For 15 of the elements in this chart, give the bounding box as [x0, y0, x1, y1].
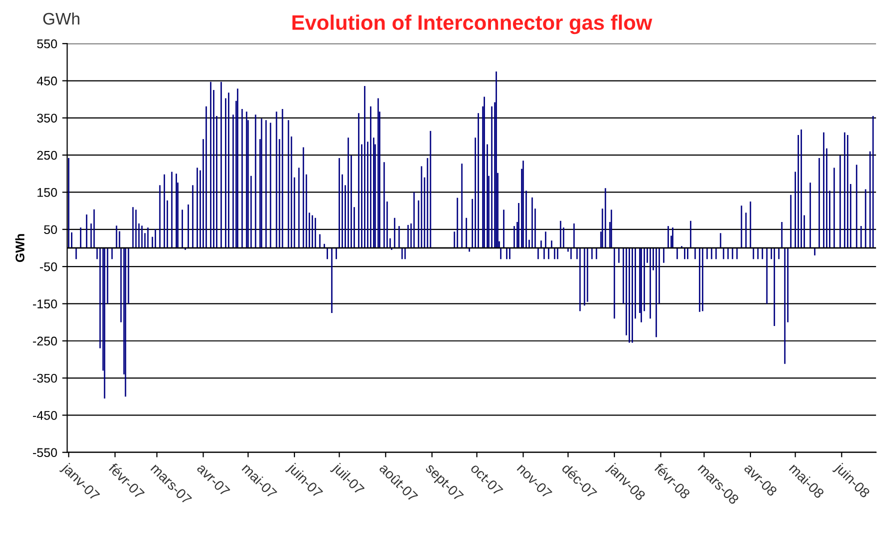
y-axis-title: GWh [15, 234, 24, 262]
y-tick-label: 350 [37, 114, 57, 123]
chart-title: Evolution of Interconnector gas flow [292, 14, 652, 34]
y-tick-label: 150 [38, 188, 57, 197]
y-tick-label: 250 [37, 150, 57, 160]
y-tick-label: -550 [33, 448, 57, 457]
y-tick-label: -50 [40, 262, 57, 272]
y-tick-label: 550 [37, 39, 57, 48]
y-tick-label: -150 [33, 300, 57, 308]
y-tick-label: 50 [44, 225, 57, 234]
y-tick-label: -350 [33, 374, 57, 383]
y-tick-label: 450 [36, 76, 57, 86]
y-tick-label: -250 [33, 336, 57, 346]
y-tick-label: -450 [33, 410, 57, 420]
text: GWh [43, 12, 80, 25]
